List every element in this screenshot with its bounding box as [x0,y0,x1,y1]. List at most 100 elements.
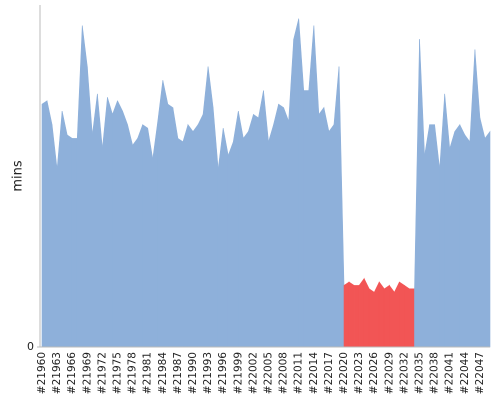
area-segment [102,97,108,348]
area-segment [76,25,83,348]
area-segment [238,110,244,348]
area-segment [51,124,58,348]
area-segment [61,110,68,348]
area-segment [409,288,415,348]
area-segment [71,138,78,348]
x-tick-label: #21984 [157,352,169,395]
x-tick-label: #21963 [51,352,63,394]
area-segment [459,124,466,348]
x-tick-label: #21978 [127,352,139,394]
x-tick-label: #21990 [187,352,199,394]
x-tick-label: #22002 [247,352,259,394]
x-tick-label: #22044 [459,352,471,395]
x-tick-label: #22047 [474,352,486,394]
x-tick-label: #21993 [202,352,214,394]
x-tick-label: #21966 [66,352,78,395]
y-tick-label: 0 [27,340,34,353]
area-segment [338,66,345,348]
area-segment [202,66,209,348]
area-segment [353,285,360,348]
area-segment [212,107,219,348]
area-segment [358,277,365,348]
area-segment [373,281,380,348]
area-segment [399,281,405,348]
area-segment [394,281,400,348]
area-segment [363,278,370,348]
area-segment [243,130,249,348]
x-tick-label: #22011 [293,352,305,394]
area-segment [46,100,53,348]
area-segment [112,100,118,348]
area-segment [288,39,294,348]
area-segment [152,121,159,348]
x-tick-label: #22005 [263,352,275,394]
area-segment [343,281,350,348]
area-segment [293,18,300,348]
area-segment [333,66,340,348]
area-segment [92,93,98,348]
area-segment [263,90,269,348]
area-segment [107,97,113,348]
x-tick-label: #22029 [383,352,395,394]
x-tick-label: #22017 [323,352,335,394]
area-segment [207,66,214,348]
area-segment [313,25,320,348]
area-segment [328,123,335,348]
x-tick-label: #21975 [112,352,124,394]
area-segment [424,124,430,348]
area-segment [464,134,471,348]
area-segment [434,124,440,348]
area-segment [419,39,425,348]
area-segment [449,131,456,348]
x-tick-label: #22035 [414,352,426,394]
area-segment [81,25,88,348]
area-segment [308,25,315,348]
area-segment [303,90,310,348]
x-tick-label: #21981 [142,352,154,394]
area-segment [474,49,481,348]
x-tick-label: #22038 [429,352,441,394]
area-segment [378,281,385,348]
area-segment [429,124,435,348]
x-tick-label: #21972 [96,352,108,394]
area-segment [469,49,476,348]
area-segment [318,106,325,348]
area-segment [268,124,274,348]
area-segment [167,103,174,348]
y-axis-label: mins [11,160,26,192]
area-segment [227,141,234,348]
area-segment [368,288,375,348]
area-segment [479,117,486,348]
area-segment [258,90,264,348]
x-tick-label: #21996 [217,352,229,395]
area-segment [283,107,289,348]
area-segment [414,39,420,348]
area-segment [97,93,103,348]
x-tick-label: #21999 [232,352,244,394]
area-segment [232,110,239,348]
x-tick-label: #21987 [172,352,184,394]
area-segment [41,100,48,348]
area-segment [404,284,410,348]
area-segment [383,284,390,348]
area-segment [122,110,128,348]
area-segment [177,137,184,348]
area-segment [298,18,305,348]
area-segment [117,100,123,348]
area-segment [142,124,149,348]
x-tick-label: #22014 [308,352,320,395]
area-segment [66,134,73,348]
area-segment [162,80,169,348]
x-tick-label: #22026 [368,352,380,395]
x-tick-label: #22023 [353,352,365,394]
x-tick-label: #22041 [444,352,456,394]
area-segment [389,284,395,348]
area-segment [222,128,229,348]
area-segment [454,123,461,348]
area-segment [132,137,138,348]
area-segment [323,107,330,348]
x-tick-label: #22020 [338,352,350,394]
area-segment [217,128,224,348]
area-segment [273,104,279,348]
